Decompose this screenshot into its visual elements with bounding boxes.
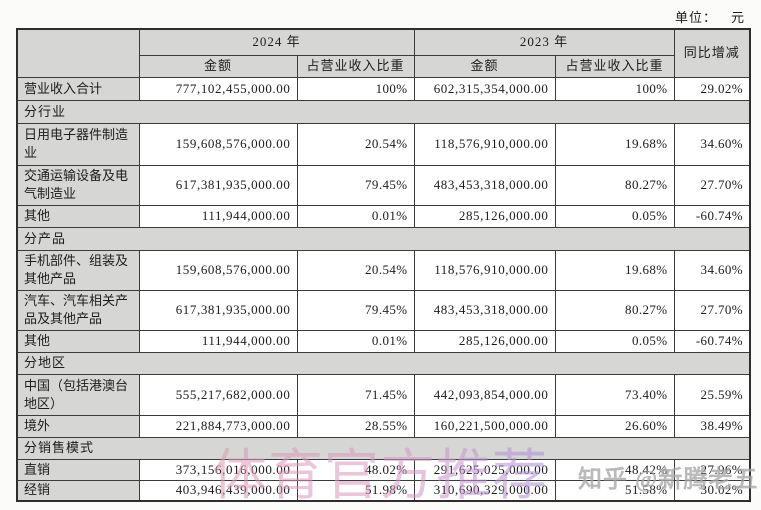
row-label-cell: 其他 xyxy=(16,329,140,353)
unit-value: 元 xyxy=(730,10,745,25)
corner-blank-cell xyxy=(16,28,140,78)
amount-2023-cell: 285,126,000.00 xyxy=(413,329,556,353)
row-label-cell: 交通运输设备及电气制造业 xyxy=(16,164,140,206)
row-label-cell: 手机部件、组装及其他产品 xyxy=(16,249,140,291)
ratio-2023-cell: 0.05% xyxy=(554,204,675,228)
row-label-cell: 其他 xyxy=(16,204,140,228)
table-row: 境外 221,884,773,000.00 28.55% 160,221,500… xyxy=(16,414,751,438)
table-row: 直销 373,156,016,000.00 48.02% 291,625,025… xyxy=(16,458,751,481)
table-row: 其他 111,944,000.00 0.01% 285,126,000.00 0… xyxy=(16,329,751,353)
ratio-2023-cell: 48.42% xyxy=(554,458,675,481)
yoy-cell: 34.60% xyxy=(673,249,751,291)
amount-2023-cell: 483,453,318,000.00 xyxy=(413,289,556,331)
amount-2024-cell: 373,156,016,000.00 xyxy=(138,458,298,481)
amount-2023-header: 金额 xyxy=(413,54,556,78)
amount-2023-cell: 310,690,329,000.00 xyxy=(413,479,556,502)
row-label-cell: 经销 xyxy=(16,479,140,502)
ratio-2023-cell: 19.68% xyxy=(554,122,675,166)
yoy-cell: 27.70% xyxy=(673,164,751,206)
table-row: 手机部件、组装及其他产品 159,608,576,000.00 20.54% 1… xyxy=(16,249,751,291)
year-2023-header: 2023 年 xyxy=(413,28,675,56)
yoy-cell: 25.59% xyxy=(673,373,751,416)
table-row: 中国（包括港澳台地区） 555,217,682,000.00 71.45% 44… xyxy=(16,373,751,416)
amount-2024-cell: 617,381,935,000.00 xyxy=(138,289,298,331)
table-row: 经销 403,946,439,000.00 51.98% 310,690,329… xyxy=(16,479,751,502)
amount-2023-cell: 118,576,910,000.00 xyxy=(413,122,556,166)
ratio-2024-cell: 28.55% xyxy=(296,414,415,438)
unit-note: 单位： 元 xyxy=(675,7,745,26)
yoy-cell: 38.49% xyxy=(673,414,751,438)
amount-2023-cell: 483,453,318,000.00 xyxy=(413,164,556,206)
table-row: 其他 111,944,000.00 0.01% 285,126,000.00 0… xyxy=(16,204,751,228)
yoy-cell: 29.02% xyxy=(673,76,751,101)
ratio-2023-cell: 26.60% xyxy=(554,414,675,438)
amount-2023-cell: 442,093,854,000.00 xyxy=(413,373,556,416)
yoy-cell: -60.74% xyxy=(673,204,751,228)
ratio-2024-cell: 51.98% xyxy=(296,479,415,502)
amount-2024-header: 金额 xyxy=(138,54,298,78)
amount-2024-cell: 159,608,576,000.00 xyxy=(138,249,298,291)
section-row-sales-mode: 分销售模式 xyxy=(16,436,751,460)
row-label-cell: 境外 xyxy=(16,414,140,438)
section-title: 分行业 xyxy=(16,99,751,124)
ratio-2024-cell: 0.01% xyxy=(296,204,415,228)
year-2024-header: 2024 年 xyxy=(138,28,415,56)
amount-2023-cell: 602,315,354,000.00 xyxy=(413,76,556,101)
ratio-2024-cell: 20.54% xyxy=(296,122,415,166)
revenue-breakdown-table: 2024 年 2023 年 同比增减 金额 占营业收入比重 金额 占营业收入比重… xyxy=(16,28,752,502)
ratio-2024-cell: 79.45% xyxy=(296,164,415,206)
ratio-2024-cell: 20.54% xyxy=(296,249,415,291)
yoy-cell: 30.02% xyxy=(673,479,751,502)
ratio-2024-cell: 0.01% xyxy=(296,329,415,353)
amount-2023-cell: 118,576,910,000.00 xyxy=(413,249,556,291)
amount-2024-cell: 111,944,000.00 xyxy=(138,204,298,228)
ratio-2023-cell: 80.27% xyxy=(554,289,675,331)
amount-2024-cell: 221,884,773,000.00 xyxy=(138,414,298,438)
section-row-region: 分地区 xyxy=(16,351,751,375)
amount-2023-cell: 291,625,025,000.00 xyxy=(413,458,556,481)
amount-2023-cell: 285,126,000.00 xyxy=(413,204,556,228)
ratio-2023-cell: 73.40% xyxy=(554,373,675,416)
table-row-total: 营业收入合计 777,102,455,000.00 100% 602,315,3… xyxy=(16,76,751,101)
section-row-product: 分产品 xyxy=(16,226,751,251)
ratio-2024-cell: 48.02% xyxy=(296,458,415,481)
section-row-industry: 分行业 xyxy=(16,99,751,124)
row-label-cell: 中国（包括港澳台地区） xyxy=(16,373,140,416)
amount-2024-cell: 555,217,682,000.00 xyxy=(138,373,298,416)
row-label-cell: 直销 xyxy=(16,458,140,481)
ratio-2024-header: 占营业收入比重 xyxy=(296,54,415,78)
amount-2024-cell: 617,381,935,000.00 xyxy=(138,164,298,206)
header-row-years: 2024 年 2023 年 同比增减 xyxy=(16,28,751,78)
section-title: 分销售模式 xyxy=(16,436,751,460)
amount-2024-cell: 403,946,439,000.00 xyxy=(138,479,298,502)
table-row: 日用电子器件制造业 159,608,576,000.00 20.54% 118,… xyxy=(16,122,751,166)
section-title: 分产品 xyxy=(16,226,751,251)
ratio-2023-header: 占营业收入比重 xyxy=(554,54,675,78)
amount-2024-cell: 777,102,455,000.00 xyxy=(138,76,298,101)
amount-2024-cell: 111,944,000.00 xyxy=(138,329,298,353)
yoy-cell: 27.70% xyxy=(673,289,751,331)
amount-2023-cell: 160,221,500,000.00 xyxy=(413,414,556,438)
ratio-2023-cell: 0.05% xyxy=(554,329,675,353)
table-row: 交通运输设备及电气制造业 617,381,935,000.00 79.45% 4… xyxy=(16,164,751,206)
amount-2024-cell: 159,608,576,000.00 xyxy=(138,122,298,166)
header-row-measures: 金额 占营业收入比重 金额 占营业收入比重 xyxy=(17,54,750,78)
ratio-2023-cell: 80.27% xyxy=(554,164,675,206)
ratio-2023-cell: 100% xyxy=(554,76,675,101)
yoy-cell: -60.74% xyxy=(673,329,751,353)
yoy-header: 同比增减 xyxy=(673,28,751,78)
table-row: 汽车、汽车相关产品及其他产品 617,381,935,000.00 79.45%… xyxy=(16,289,751,331)
section-title: 分地区 xyxy=(16,351,751,375)
row-label-cell: 汽车、汽车相关产品及其他产品 xyxy=(16,289,140,331)
yoy-cell: 34.60% xyxy=(673,122,751,166)
ratio-2024-cell: 100% xyxy=(296,76,415,101)
ratio-2024-cell: 79.45% xyxy=(296,289,415,331)
ratio-2023-cell: 19.68% xyxy=(554,249,675,291)
ratio-2024-cell: 71.45% xyxy=(296,373,415,416)
unit-label: 单位： xyxy=(674,10,717,25)
ratio-2023-cell: 51.58% xyxy=(554,479,675,502)
yoy-cell: 27.96% xyxy=(673,458,751,481)
row-label-cell: 日用电子器件制造业 xyxy=(16,122,140,166)
row-label-cell: 营业收入合计 xyxy=(16,76,140,101)
